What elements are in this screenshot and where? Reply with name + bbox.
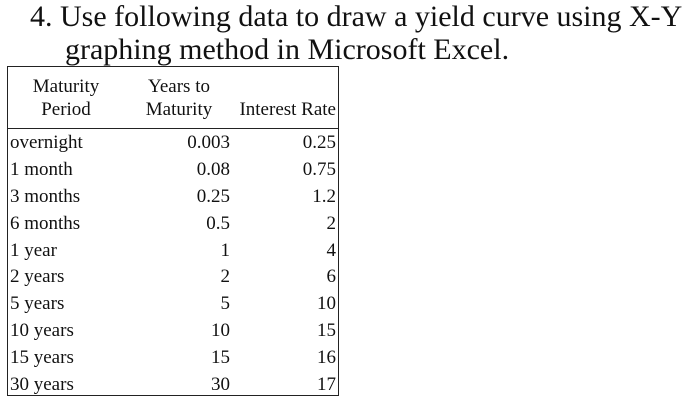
cell-period: 2 years <box>10 266 65 288</box>
yield-data-table: Maturity Period Years to Maturity Intere… <box>7 66 339 396</box>
table-row: overnight 0.003 0.25 <box>8 129 338 156</box>
cell-years: 0.25 <box>196 185 230 207</box>
cell-rate: 10 <box>317 293 336 315</box>
cell-years: 10 <box>211 320 230 342</box>
cell-period: 15 years <box>10 347 74 369</box>
cell-years: 5 <box>220 293 231 315</box>
question-line-1: 4. Use following data to draw a yield cu… <box>30 0 683 33</box>
cell-rate: 15 <box>317 320 336 342</box>
cell-years: 0.08 <box>196 158 230 180</box>
header-text: Maturity <box>32 76 100 97</box>
cell-rate: 2 <box>326 212 337 234</box>
table-row: 10 years 10 15 <box>8 317 338 344</box>
cell-period: 6 months <box>10 212 81 234</box>
cell-rate: 0.25 <box>302 132 336 153</box>
cell-rate: 1.2 <box>312 185 336 207</box>
table-row: 1 month 0.08 0.75 <box>8 156 338 183</box>
cell-years: 30 <box>211 374 230 396</box>
table-body: overnight 0.003 0.25 1 month 0.08 0.75 3 month… <box>8 129 338 398</box>
cell-period: 10 years <box>10 320 74 342</box>
cell-rate: 16 <box>317 347 336 369</box>
header-text: Period <box>41 99 91 120</box>
cell-years: 1 <box>220 239 231 261</box>
cell-years: 15 <box>211 347 230 369</box>
cell-period: overnight <box>10 132 83 153</box>
question-text: 4. Use following data to draw a yield cu… <box>30 0 682 66</box>
table-row: 2 years 2 6 <box>8 263 338 290</box>
cell-rate: 4 <box>326 239 337 261</box>
header-text: Maturity <box>145 99 213 120</box>
cell-period: 3 months <box>10 185 81 207</box>
header-interest-rate: Interest Rate <box>239 99 336 120</box>
table-row: 30 years 30 17 <box>8 371 338 398</box>
cell-period: 5 years <box>10 293 65 315</box>
cell-years: 2 <box>220 266 231 288</box>
cell-rate: 17 <box>317 374 336 396</box>
header-maturity-period: Maturity Period <box>12 75 120 121</box>
cell-years: 0.003 <box>187 132 230 153</box>
cell-period: 30 years <box>10 374 74 396</box>
header-text: Years to <box>148 76 210 97</box>
table-row: 5 years 5 10 <box>8 290 338 317</box>
table-header: Maturity Period Years to Maturity Intere… <box>8 67 338 129</box>
table-row: 1 year 1 4 <box>8 237 338 264</box>
cell-years: 0.5 <box>206 212 230 234</box>
cell-period: 1 year <box>10 239 57 261</box>
table-row: 15 years 15 16 <box>8 344 338 371</box>
table-row: 6 months 0.5 2 <box>8 210 338 237</box>
cell-period: 1 month <box>10 158 73 180</box>
cell-rate: 0.75 <box>302 158 336 180</box>
cell-rate: 6 <box>326 266 337 288</box>
table-row: 3 months 0.25 1.2 <box>8 183 338 210</box>
question-line-2: graphing method in Microsoft Excel. <box>65 33 510 66</box>
header-years-to-maturity: Years to Maturity <box>134 75 224 121</box>
